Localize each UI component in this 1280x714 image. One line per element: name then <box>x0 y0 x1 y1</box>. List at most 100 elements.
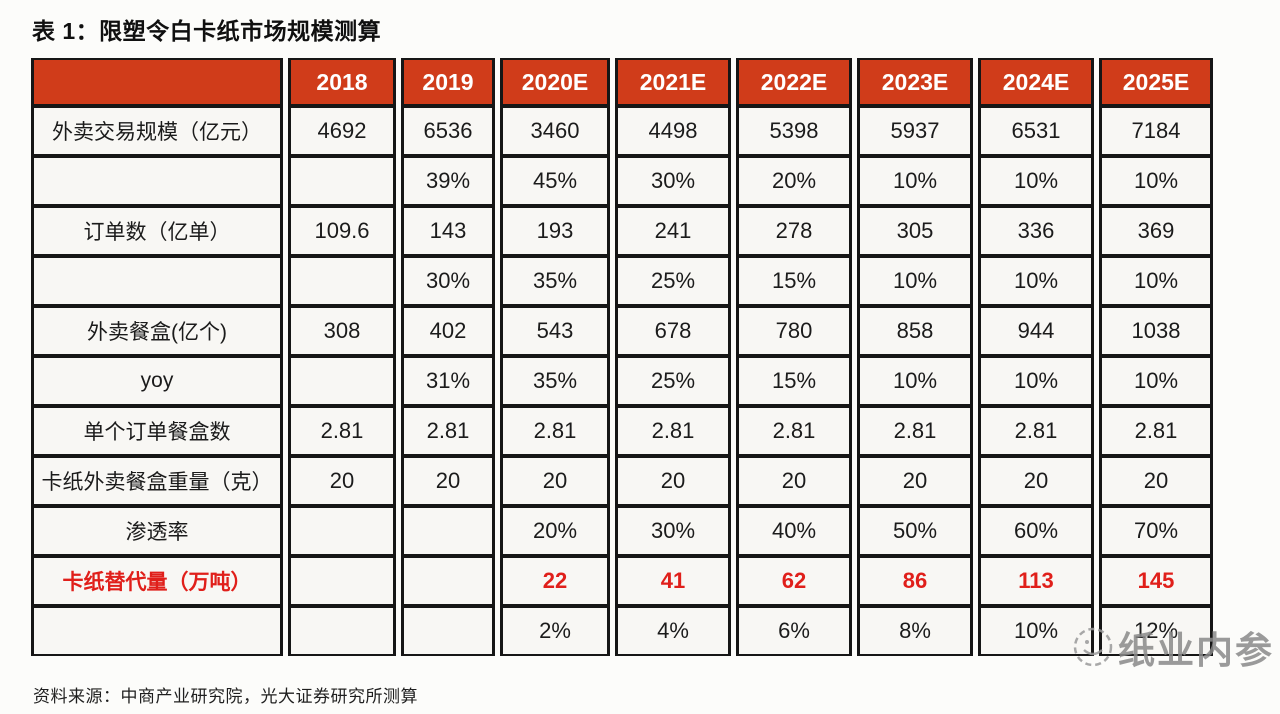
value-cell: 45% <box>500 156 610 206</box>
value-cell: 25% <box>615 256 731 306</box>
row-label-cell: 渗透率 <box>31 506 283 556</box>
value-cell: 944 <box>978 306 1094 356</box>
row-label-cell: yoy <box>31 356 283 406</box>
year-header-cell: 2018 <box>288 58 396 106</box>
value-cell <box>288 156 396 206</box>
value-cell: 10% <box>1099 256 1213 306</box>
year-header-cell: 2025E <box>1099 58 1213 106</box>
table-row: 30% 35% 25% 15% 10% 10% 10% <box>31 256 1213 306</box>
row-label-cell: 卡纸外卖餐盒重量（克） <box>31 456 283 506</box>
value-cell: 20 <box>736 456 852 506</box>
value-cell: 10% <box>857 256 973 306</box>
value-cell: 2.81 <box>978 406 1094 456</box>
value-cell: 109.6 <box>288 206 396 256</box>
table-row: 卡纸替代量（万吨） 22 41 62 86 113 145 <box>31 556 1213 606</box>
value-cell: 2.81 <box>288 406 396 456</box>
value-cell: 4692 <box>288 106 396 156</box>
value-cell: 278 <box>736 206 852 256</box>
row-label-cell: 外卖交易规模（亿元） <box>31 106 283 156</box>
value-cell: 10% <box>978 606 1094 656</box>
value-cell: 20 <box>857 456 973 506</box>
value-cell: 402 <box>401 306 495 356</box>
row-label-cell: 单个订单餐盒数 <box>31 406 283 456</box>
row-label-cell: 外卖餐盒(亿个) <box>31 306 283 356</box>
value-cell: 86 <box>857 556 973 606</box>
value-cell: 30% <box>401 256 495 306</box>
value-cell: 5398 <box>736 106 852 156</box>
value-cell: 10% <box>978 356 1094 406</box>
value-cell: 305 <box>857 206 973 256</box>
corner-header-cell <box>31 58 283 106</box>
value-cell: 20 <box>978 456 1094 506</box>
table-row: 单个订单餐盒数 2.81 2.81 2.81 2.81 2.81 2.81 2.81 2.81 <box>31 406 1213 456</box>
value-cell: 39% <box>401 156 495 206</box>
value-cell: 20 <box>500 456 610 506</box>
table-row: 订单数（亿单） 109.6 143 193 241 278 305 336 369 <box>31 206 1213 256</box>
value-cell: 10% <box>1099 156 1213 206</box>
value-cell: 30% <box>615 506 731 556</box>
value-cell: 25% <box>615 356 731 406</box>
row-label-cell <box>31 156 283 206</box>
value-cell: 15% <box>736 356 852 406</box>
value-cell: 70% <box>1099 506 1213 556</box>
value-cell: 7184 <box>1099 106 1213 156</box>
value-cell: 1038 <box>1099 306 1213 356</box>
value-cell: 60% <box>978 506 1094 556</box>
value-cell: 336 <box>978 206 1094 256</box>
value-cell: 369 <box>1099 206 1213 256</box>
value-cell: 2.81 <box>615 406 731 456</box>
value-cell: 4% <box>615 606 731 656</box>
value-cell: 2.81 <box>857 406 973 456</box>
value-cell: 3460 <box>500 106 610 156</box>
value-cell <box>288 506 396 556</box>
value-cell: 113 <box>978 556 1094 606</box>
value-cell: 20 <box>615 456 731 506</box>
value-cell: 6% <box>736 606 852 656</box>
row-label-cell <box>31 606 283 656</box>
value-cell: 10% <box>857 156 973 206</box>
year-header-cell: 2020E <box>500 58 610 106</box>
year-header-cell: 2021E <box>615 58 731 106</box>
value-cell: 4498 <box>615 106 731 156</box>
value-cell: 22 <box>500 556 610 606</box>
value-cell: 6536 <box>401 106 495 156</box>
value-cell <box>401 556 495 606</box>
value-cell <box>288 556 396 606</box>
value-cell: 31% <box>401 356 495 406</box>
value-cell: 193 <box>500 206 610 256</box>
value-cell: 143 <box>401 206 495 256</box>
value-cell: 241 <box>615 206 731 256</box>
value-cell: 6531 <box>978 106 1094 156</box>
value-cell: 678 <box>615 306 731 356</box>
year-header-cell: 2024E <box>978 58 1094 106</box>
row-label-cell <box>31 256 283 306</box>
value-cell: 20% <box>736 156 852 206</box>
year-header-cell: 2022E <box>736 58 852 106</box>
value-cell: 10% <box>857 356 973 406</box>
header-row: 2018 2019 2020E 2021E 2022E 2023E 2024E 2025E <box>31 58 1213 106</box>
value-cell: 12% <box>1099 606 1213 656</box>
value-cell: 2.81 <box>1099 406 1213 456</box>
row-label-cell: 卡纸替代量（万吨） <box>31 556 283 606</box>
row-label-cell: 订单数（亿单） <box>31 206 283 256</box>
value-cell: 10% <box>978 156 1094 206</box>
market-size-table: 2018 2019 2020E 2021E 2022E 2023E 2024E 2025E 外… <box>26 58 1218 656</box>
value-cell <box>401 506 495 556</box>
table-row: 2% 4% 6% 8% 10% 12% <box>31 606 1213 656</box>
value-cell: 543 <box>500 306 610 356</box>
value-cell: 30% <box>615 156 731 206</box>
value-cell: 20 <box>401 456 495 506</box>
value-cell: 20% <box>500 506 610 556</box>
year-header-cell: 2019 <box>401 58 495 106</box>
value-cell: 10% <box>1099 356 1213 406</box>
value-cell: 20 <box>1099 456 1213 506</box>
value-cell: 145 <box>1099 556 1213 606</box>
value-cell: 2.81 <box>736 406 852 456</box>
source-note: 资料来源：中商产业研究院，光大证券研究所测算 <box>33 687 418 706</box>
value-cell: 858 <box>857 306 973 356</box>
value-cell: 10% <box>978 256 1094 306</box>
table-row: 渗透率 20% 30% 40% 50% 60% 70% <box>31 506 1213 556</box>
value-cell: 780 <box>736 306 852 356</box>
value-cell: 8% <box>857 606 973 656</box>
